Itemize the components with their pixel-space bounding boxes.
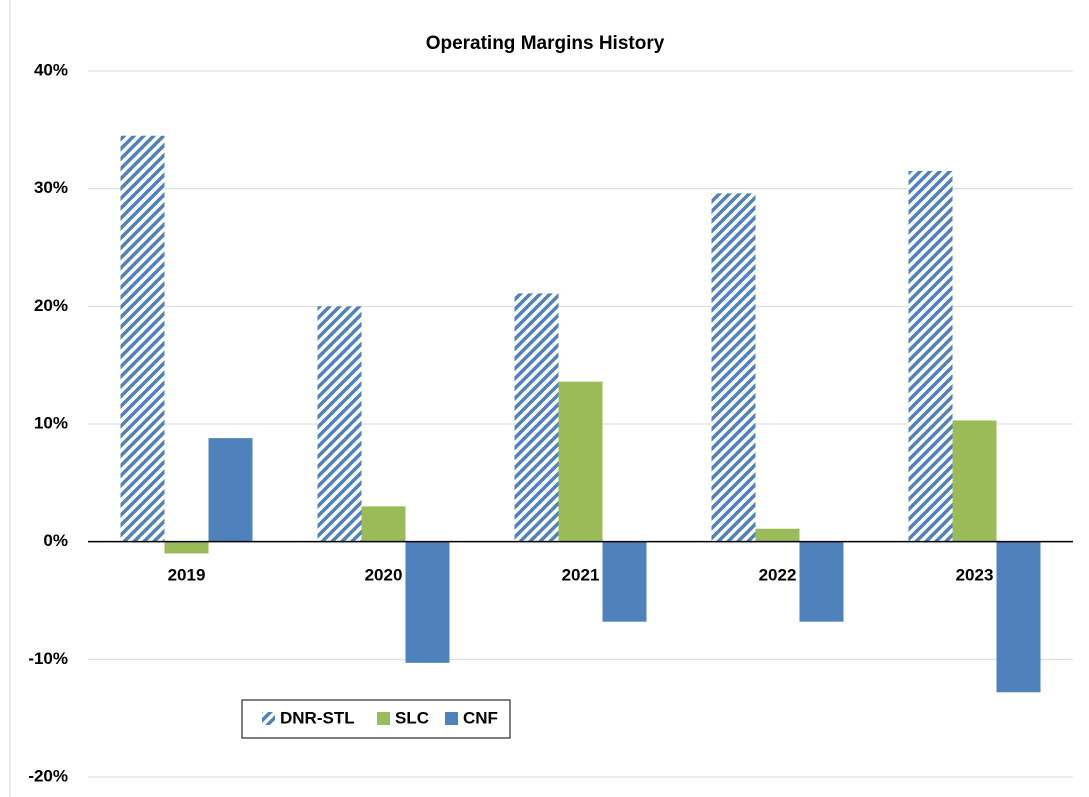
legend-swatch xyxy=(445,712,458,725)
bar xyxy=(514,293,559,542)
legend-label: CNF xyxy=(463,708,498,727)
bar xyxy=(799,541,844,622)
x-tick-label: 2021 xyxy=(562,565,600,584)
x-tick-label: 2019 xyxy=(168,565,206,584)
y-tick-label: -20% xyxy=(28,766,68,785)
bar xyxy=(405,541,450,663)
x-tick-label: 2022 xyxy=(759,565,797,584)
y-tick-label: 10% xyxy=(34,413,68,432)
bar xyxy=(996,541,1041,693)
legend-swatch xyxy=(262,712,275,725)
x-tick-label: 2023 xyxy=(956,565,994,584)
bar xyxy=(755,528,800,542)
y-tick-label: 0% xyxy=(43,531,68,550)
x-tick-label: 2020 xyxy=(365,565,403,584)
bar xyxy=(208,438,253,542)
legend-label: DNR-STL xyxy=(280,708,355,727)
y-tick-label: -10% xyxy=(28,649,68,668)
y-tick-label: 20% xyxy=(34,296,68,315)
bar xyxy=(558,381,603,542)
bar xyxy=(164,541,209,554)
bar xyxy=(602,541,647,622)
bar xyxy=(908,171,953,542)
chart-border xyxy=(9,0,11,797)
chart-title: Operating Margins History xyxy=(426,33,665,54)
bar xyxy=(711,193,756,542)
bar xyxy=(317,306,362,542)
legend-box xyxy=(241,699,511,739)
legend-label: SLC xyxy=(395,708,429,727)
bar xyxy=(361,506,406,542)
y-tick-label: 40% xyxy=(34,60,68,79)
bar xyxy=(952,420,997,542)
y-tick-label: 30% xyxy=(34,178,68,197)
legend-swatch xyxy=(377,712,390,725)
bar xyxy=(120,135,165,542)
